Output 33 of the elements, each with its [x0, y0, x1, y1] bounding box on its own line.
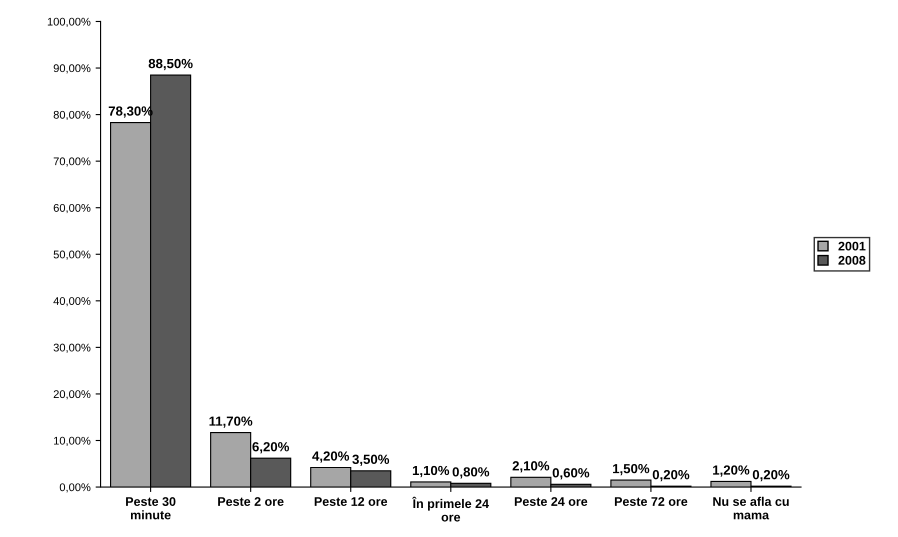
data-label: 0,20%	[752, 470, 790, 482]
data-label: 2,10%	[512, 461, 550, 472]
y-tick-label: 100,00%	[48, 18, 90, 27]
data-label: 11,70%	[209, 416, 252, 428]
y-tick-label: 80,00%	[54, 110, 90, 120]
data-label: 4,20%	[312, 451, 350, 463]
legend-label: 2001	[838, 242, 866, 251]
data-label: 6,20%	[252, 442, 290, 454]
y-tick-label: 20,00%	[54, 390, 90, 400]
y-tick-label: 60,00%	[54, 204, 90, 214]
x-tick-label: Peste 72 ore	[614, 497, 688, 506]
x-tick-label: Peste 2 ore	[218, 497, 284, 506]
y-tick-label: 30,00%	[54, 344, 90, 353]
data-label: 3,50%	[352, 454, 390, 466]
legend-label: 2008	[838, 256, 866, 265]
data-label: 1,50%	[613, 464, 650, 476]
y-tick-label: 0,00%	[60, 483, 90, 493]
y-tick-label: 40,00%	[53, 297, 90, 306]
data-label: 88,50%	[148, 58, 193, 70]
x-tick-label: Peste 24 ore	[514, 497, 588, 506]
x-tick-label: Peste 30 minute	[126, 497, 176, 520]
x-tick-label: Peste 12 ore	[314, 497, 388, 506]
y-tick-label: 50,00%	[54, 250, 90, 260]
data-label: 1,10%	[412, 466, 450, 478]
data-label: 0,20%	[652, 470, 690, 482]
y-tick-label: 70,00%	[54, 157, 90, 167]
x-tick-label: În primele 24 ore	[412, 496, 489, 522]
y-tick-label: 90,00%	[54, 64, 90, 74]
data-label: 1,20%	[713, 465, 750, 477]
data-label: 0,80%	[452, 467, 490, 478]
x-tick-label: Nu se afla cu mama	[713, 496, 789, 520]
y-tick-label: 10,00%	[54, 436, 90, 446]
data-label: 0,60%	[552, 468, 590, 480]
